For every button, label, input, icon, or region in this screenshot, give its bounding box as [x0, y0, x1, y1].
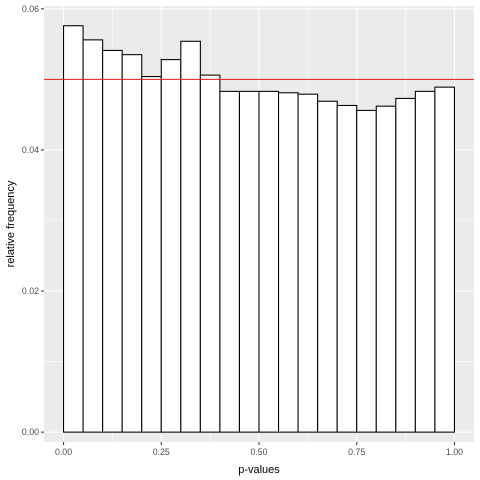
histogram-bar [297, 93, 319, 433]
histogram-bar [414, 90, 436, 433]
x-axis-title: p-values [238, 464, 280, 476]
x-tick-label: 1.00 [446, 447, 463, 457]
x-tick-label: 0.25 [153, 447, 170, 457]
histogram-bar [102, 49, 123, 433]
histogram-bar [375, 105, 397, 433]
histogram-bar [141, 76, 162, 433]
x-tick-label: 0.50 [250, 447, 267, 457]
x-tick-label: 0.75 [348, 447, 365, 457]
x-tick-label: 0.00 [55, 447, 72, 457]
y-tick-label: 0.02 [22, 286, 39, 296]
x-axis: 0.00 0.25 0.50 0.75 1.00 [55, 442, 463, 457]
y-tick-label: 0.00 [22, 427, 39, 437]
histogram-bar [199, 74, 221, 433]
histogram-bar [336, 104, 358, 433]
histogram-bar [121, 54, 143, 433]
histogram-bar [219, 90, 240, 433]
histogram-bar [258, 90, 280, 433]
y-axis: 0.00 0.02 0.04 0.06 [22, 4, 44, 437]
histogram-bar [160, 59, 182, 433]
histogram-bar [434, 86, 455, 433]
y-tick-label: 0.04 [22, 145, 39, 155]
histogram-bar [82, 39, 104, 433]
histogram-bar [63, 25, 84, 433]
histogram-bar [238, 90, 260, 433]
histogram-bar [317, 100, 338, 433]
histogram-bar [278, 92, 299, 433]
histogram-bar [395, 97, 416, 433]
histogram-bars [63, 25, 455, 433]
histogram-bar [180, 40, 201, 433]
y-tick-label: 0.06 [22, 4, 39, 14]
y-axis-title: relative frequency [5, 180, 17, 267]
histogram-bar [356, 109, 377, 433]
